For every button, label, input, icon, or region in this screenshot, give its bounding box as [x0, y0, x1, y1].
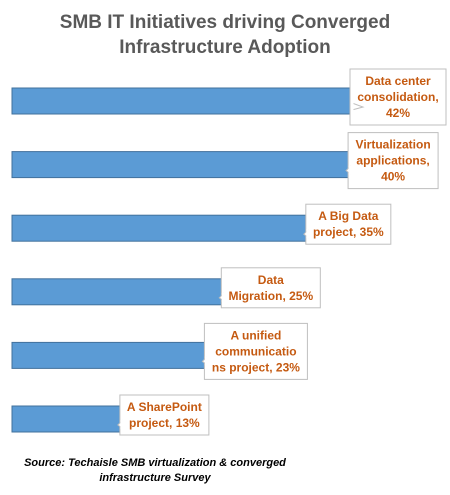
- bar-3: [11, 214, 309, 242]
- data-label-box: [203, 322, 308, 380]
- data-label-text: Virtualization: [356, 138, 431, 152]
- data-label-text: 42%: [386, 106, 410, 120]
- data-label-text: A Big Data: [318, 209, 379, 223]
- data-label-5: A unified communicatio ns project, 23%: [201, 322, 308, 380]
- bar-2: [11, 151, 351, 179]
- data-label-text: communicatio: [215, 344, 296, 358]
- data-label-3: A Big Data project, 35%: [303, 203, 392, 245]
- bar-6: [11, 405, 123, 433]
- source-line-1: Source: Techaisle SMB virtualization & c…: [24, 457, 286, 469]
- data-label-text: applications,: [356, 154, 429, 168]
- bar-1: [11, 87, 368, 115]
- data-label-6: A SharePoint project, 13%: [117, 394, 210, 436]
- data-label-box: [305, 203, 392, 245]
- data-label-text: project, 13%: [129, 416, 200, 430]
- data-label-text: ns project, 23%: [212, 360, 300, 374]
- chart-title-line-1: SMB IT Initiatives driving Converged: [59, 12, 391, 33]
- bar-4: [11, 278, 224, 306]
- data-label-box: [349, 68, 447, 126]
- data-label-pointer-join: [306, 229, 310, 239]
- chart-title-line-2: Infrastructure Adoption: [119, 37, 331, 58]
- data-label-box: [119, 394, 210, 436]
- data-label-text: A SharePoint: [127, 400, 202, 414]
- data-label-text: 40%: [381, 170, 405, 184]
- data-label-box: [220, 267, 321, 309]
- source-line-2: infrastructure Survey: [99, 472, 211, 484]
- data-label-pointer-join: [348, 165, 352, 175]
- data-label-text: consolidation,: [357, 90, 438, 104]
- bar-5: [11, 341, 207, 369]
- chart-title: SMB IT Initiatives driving Converged Inf…: [0, 10, 450, 60]
- data-label-pointer-join: [221, 292, 225, 302]
- source-note: Source: Techaisle SMB virtualization & c…: [0, 456, 310, 486]
- data-label-text: Data: [258, 273, 284, 287]
- data-label-1: Data center consolidation, 42%: [349, 68, 447, 126]
- data-label-pointer-join: [204, 356, 208, 366]
- data-label-2: Virtualization applications, 40%: [345, 132, 439, 190]
- data-label-pointer-join: [350, 102, 354, 111]
- data-label-box: [347, 132, 439, 190]
- data-label-text: Migration, 25%: [228, 289, 313, 303]
- data-label-4: Data Migration, 25%: [218, 267, 321, 309]
- data-label-text: A unified: [230, 328, 281, 342]
- data-label-pointer-join: [120, 420, 124, 429]
- data-label-text: project, 35%: [313, 225, 384, 239]
- data-label-text: Data center: [365, 74, 431, 88]
